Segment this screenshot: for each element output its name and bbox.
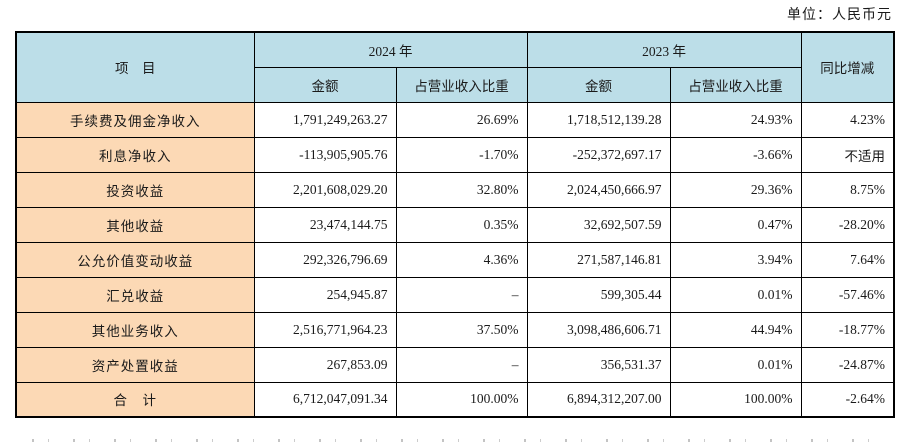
pct-2023-cell: 0.01%	[669, 276, 802, 313]
yoy-cell: 7.64%	[800, 241, 895, 278]
row-item-label: 汇兑收益	[15, 276, 255, 313]
yoy-cell: -28.20%	[800, 206, 895, 243]
clipped-text-remnant	[32, 439, 870, 442]
column-header-pct-2024: 占营业收入比重	[395, 66, 528, 103]
table-row: 其他收益 23,474,144.75 0.35% 32,692,507.59 0…	[15, 206, 895, 243]
amount-2023-cell: -252,372,697.17	[526, 136, 671, 173]
row-item-label: 投资收益	[15, 171, 255, 208]
table-row: 合 计 6,712,047,091.34 100.00% 6,894,312,2…	[15, 381, 895, 418]
table-header: 项 目 2024 年 2023 年 同比增减 金额 占营业收入比重 金额 占营业…	[15, 31, 895, 103]
table-row: 汇兑收益 254,945.87 – 599,305.44 0.01% -57.4…	[15, 276, 895, 313]
amount-2024-cell: 2,516,771,964.23	[253, 311, 397, 348]
column-header-yoy: 同比增减	[800, 31, 895, 103]
pct-2024-cell: 100.00%	[395, 381, 528, 418]
amount-2024-cell: 292,326,796.69	[253, 241, 397, 278]
row-item-label: 资产处置收益	[15, 346, 255, 383]
pct-2023-cell: 29.36%	[669, 171, 802, 208]
amount-2023-cell: 3,098,486,606.71	[526, 311, 671, 348]
pct-2023-cell: 44.94%	[669, 311, 802, 348]
pct-2023-cell: 24.93%	[669, 101, 802, 138]
amount-2023-cell: 32,692,507.59	[526, 206, 671, 243]
amount-2024-cell: 23,474,144.75	[253, 206, 397, 243]
row-item-label: 利息净收入	[15, 136, 255, 173]
pct-2024-cell: –	[395, 276, 528, 313]
pct-2024-cell: –	[395, 346, 528, 383]
amount-2024-cell: -113,905,905.76	[253, 136, 397, 173]
amount-2023-cell: 6,894,312,207.00	[526, 381, 671, 418]
row-item-label: 公允价值变动收益	[15, 241, 255, 278]
pct-2024-cell: -1.70%	[395, 136, 528, 173]
pct-2024-cell: 26.69%	[395, 101, 528, 138]
yoy-cell: -2.64%	[800, 381, 895, 418]
pct-2023-cell: 0.47%	[669, 206, 802, 243]
table-body: 手续费及佣金净收入 1,791,249,263.27 26.69% 1,718,…	[15, 101, 895, 418]
amount-2023-cell: 356,531.37	[526, 346, 671, 383]
yoy-cell: 4.23%	[800, 101, 895, 138]
column-header-amount-2023: 金额	[526, 66, 671, 103]
pct-2024-cell: 0.35%	[395, 206, 528, 243]
amount-2024-cell: 6,712,047,091.34	[253, 381, 397, 418]
row-item-label: 合 计	[15, 381, 255, 418]
amount-2023-cell: 1,718,512,139.28	[526, 101, 671, 138]
amount-2023-cell: 271,587,146.81	[526, 241, 671, 278]
row-item-label: 手续费及佣金净收入	[15, 101, 255, 138]
table-row: 资产处置收益 267,853.09 – 356,531.37 0.01% -24…	[15, 346, 895, 383]
yoy-cell: -24.87%	[800, 346, 895, 383]
column-header-pct-2023: 占营业收入比重	[669, 66, 802, 103]
pct-2023-cell: 0.01%	[669, 346, 802, 383]
pct-2024-cell: 4.36%	[395, 241, 528, 278]
table-header-row-1: 项 目 2024 年 2023 年 同比增减	[15, 31, 895, 103]
pct-2024-cell: 32.80%	[395, 171, 528, 208]
amount-2023-cell: 2,024,450,666.97	[526, 171, 671, 208]
amount-2024-cell: 1,791,249,263.27	[253, 101, 397, 138]
table-header-row-2: 金额 占营业收入比重 金额 占营业收入比重	[16, 66, 894, 103]
revenue-breakdown-table: 项 目 2024 年 2023 年 同比增减 金额 占营业收入比重 金额 占营业…	[15, 31, 895, 418]
table-row: 公允价值变动收益 292,326,796.69 4.36% 271,587,14…	[15, 241, 895, 278]
amount-2024-cell: 267,853.09	[253, 346, 397, 383]
amount-2023-cell: 599,305.44	[526, 276, 671, 313]
pct-2023-cell: 3.94%	[669, 241, 802, 278]
column-header-amount-2024: 金额	[253, 66, 397, 103]
yoy-cell: -18.77%	[800, 311, 895, 348]
pct-2024-cell: 37.50%	[395, 311, 528, 348]
pct-2023-cell: 100.00%	[669, 381, 802, 418]
yoy-cell: 8.75%	[800, 171, 895, 208]
table-row: 手续费及佣金净收入 1,791,249,263.27 26.69% 1,718,…	[15, 101, 895, 138]
column-header-year-2023: 2023 年	[526, 31, 802, 68]
yoy-cell: -57.46%	[800, 276, 895, 313]
column-header-year-2024: 2024 年	[253, 31, 528, 68]
unit-label: 单位：人民币元	[787, 8, 892, 23]
column-header-item: 项 目	[15, 31, 255, 103]
table-row: 其他业务收入 2,516,771,964.23 37.50% 3,098,486…	[15, 311, 895, 348]
row-item-label: 其他业务收入	[15, 311, 255, 348]
amount-2024-cell: 2,201,608,029.20	[253, 171, 397, 208]
table-row: 投资收益 2,201,608,029.20 32.80% 2,024,450,6…	[15, 171, 895, 208]
row-item-label: 其他收益	[15, 206, 255, 243]
table-row: 利息净收入 -113,905,905.76 -1.70% -252,372,69…	[15, 136, 895, 173]
amount-2024-cell: 254,945.87	[253, 276, 397, 313]
yoy-cell: 不适用	[800, 136, 895, 173]
pct-2023-cell: -3.66%	[669, 136, 802, 173]
